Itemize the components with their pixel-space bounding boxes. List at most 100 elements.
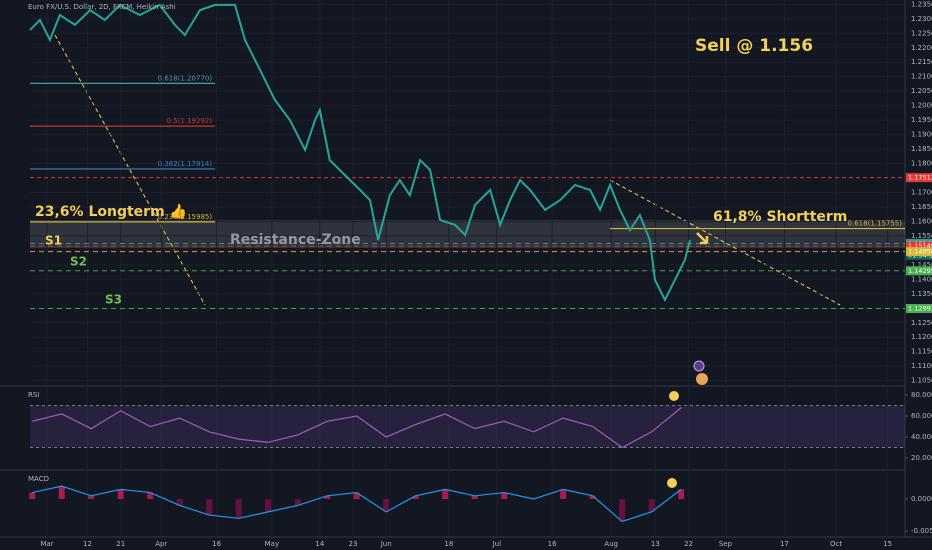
macd-bar — [206, 499, 213, 516]
x-tick-label: Oct — [830, 540, 842, 548]
x-tick-label: 17 — [780, 540, 789, 548]
y-tick-label: 1.14000 — [911, 275, 932, 283]
x-tick-label: 18 — [444, 540, 453, 548]
alert-icon — [667, 478, 677, 488]
y-tick-label: 1.14500 — [911, 261, 932, 269]
annotation: 61,8% Shortterm — [713, 209, 847, 225]
y-tick-label: 1.11000 — [911, 362, 932, 370]
y-tick-label: 1.21000 — [911, 73, 932, 81]
y-tick-label: 60.0000 — [911, 412, 932, 420]
y-tick-label: 1.19000 — [911, 131, 932, 139]
macd-bar — [29, 492, 36, 499]
macd-bar — [678, 489, 685, 499]
y-tick-label: 1.18000 — [911, 160, 932, 168]
arrow — [696, 232, 709, 245]
x-tick-label: 12 — [83, 540, 92, 548]
price-badge-label: 1.17513 — [908, 174, 932, 182]
y-tick-label: 1.23500 — [911, 0, 932, 8]
x-tick-label: 15 — [883, 540, 892, 548]
x-tick-label: 22 — [684, 540, 693, 548]
fib-label: 0.382(1.17814) — [158, 160, 213, 168]
annotation: S2 — [70, 255, 87, 269]
fib-label: 0.5(1.19292) — [167, 117, 213, 125]
rsi-band — [30, 405, 905, 448]
x-tick-label: 16 — [548, 540, 557, 548]
macd-bar — [117, 489, 124, 499]
y-tick-label: 1.19500 — [911, 116, 932, 124]
y-tick-label: 1.12500 — [911, 319, 932, 327]
y-tick-label: 1.22000 — [911, 44, 932, 52]
pane-title: MACD — [28, 475, 49, 483]
x-tick-label: Aug — [604, 540, 618, 548]
pane-title: RSI — [28, 391, 39, 399]
trendline — [54, 34, 206, 306]
macd-bar — [560, 489, 567, 499]
y-tick-label: 1.18500 — [911, 145, 932, 153]
macd-bar — [88, 495, 95, 499]
macd-bar — [589, 495, 596, 499]
x-tick-label: 13 — [651, 540, 660, 548]
y-tick-label: 1.13500 — [911, 290, 932, 298]
annotation: Sell @ 1.156 — [695, 36, 813, 56]
macd-bar — [147, 492, 154, 499]
x-tick-label: Jul — [492, 540, 502, 548]
y-tick-label: 1.20000 — [911, 102, 932, 110]
macd-bar — [324, 495, 331, 499]
y-tick-label: 1.20500 — [911, 87, 932, 95]
y-tick-label: 80.0000 — [911, 391, 932, 399]
macd-bar — [619, 499, 626, 522]
event-icon — [693, 360, 705, 372]
alert-icon — [669, 391, 679, 401]
y-tick-label: 1.16500 — [911, 203, 932, 211]
price-badge-label: 1.14295 — [908, 267, 932, 275]
macd-bar — [353, 492, 360, 499]
x-tick-label: Jun — [380, 540, 392, 548]
macd-bar — [58, 486, 65, 499]
price-badge — [906, 241, 932, 251]
x-tick-label: 14 — [315, 540, 324, 548]
macd-bar — [442, 489, 449, 499]
price-badge — [906, 303, 932, 313]
x-tick-label: Apr — [155, 540, 167, 548]
x-tick-label: Sep — [719, 540, 733, 548]
annotation: 23,6% Longterm 👍 — [35, 203, 187, 220]
y-tick-label: 1.17000 — [911, 189, 932, 197]
y-tick-label: 1.15500 — [911, 232, 932, 240]
y-tick-label: 0.0000 — [911, 495, 932, 503]
annotation: Resistance-Zone — [230, 232, 361, 248]
macd-bar — [412, 495, 419, 499]
fib-label: 0.236(1.15985) — [158, 213, 213, 221]
macd-bar — [265, 499, 272, 512]
macd-bar — [471, 495, 478, 499]
price-badge — [906, 266, 932, 276]
y-tick-label: 1.11500 — [911, 348, 932, 356]
macd-bar — [648, 499, 655, 512]
price-badge-label: 1.12993 — [908, 304, 932, 312]
trendline — [609, 179, 841, 306]
macd-bar — [294, 499, 301, 506]
macd-bar — [501, 492, 508, 499]
y-tick-label: 1.22500 — [911, 29, 932, 37]
price-badge — [906, 173, 932, 183]
indicator-line — [32, 407, 682, 449]
price-line-series — [29, 3, 691, 303]
y-tick-label: 1.16000 — [911, 217, 932, 225]
chart-title: Euro FX/U.S. Dollar, 2D, FXCM, Heikin As… — [28, 3, 176, 11]
fib-label: 0.618(1.20770) — [158, 74, 213, 82]
y-tick-label: 1.23000 — [911, 15, 932, 23]
x-tick-label: 16 — [212, 540, 221, 548]
price-badge-label: 1.15149 — [908, 242, 932, 250]
price-badge-label: 1.14958 — [908, 248, 932, 256]
x-tick-label: May — [265, 540, 279, 548]
y-tick-label: 40.0000 — [911, 433, 932, 441]
fib-label: 0.618(1.15755) — [848, 220, 903, 228]
x-tick-label: Mar — [40, 540, 53, 548]
indicator-line — [32, 485, 682, 523]
event-icon — [696, 373, 708, 385]
y-tick-label: 20.0000 — [911, 454, 932, 462]
annotation: S3 — [105, 293, 122, 307]
y-tick-label: 1.12000 — [911, 333, 932, 341]
x-tick-label: 21 — [116, 540, 125, 548]
